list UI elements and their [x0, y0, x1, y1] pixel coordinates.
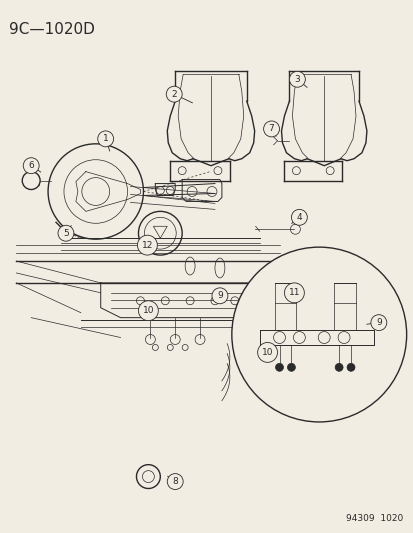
- Circle shape: [138, 301, 158, 321]
- Text: 7: 7: [268, 124, 274, 133]
- Circle shape: [370, 314, 386, 330]
- Circle shape: [97, 131, 113, 147]
- Circle shape: [211, 288, 227, 304]
- Circle shape: [22, 172, 40, 190]
- Text: 2: 2: [171, 90, 177, 99]
- Circle shape: [275, 364, 283, 372]
- Circle shape: [137, 235, 157, 255]
- Circle shape: [289, 71, 305, 87]
- Text: 4: 4: [296, 213, 301, 222]
- Text: 11: 11: [288, 288, 299, 297]
- Text: 10: 10: [261, 348, 273, 357]
- Circle shape: [291, 209, 306, 225]
- Text: 6: 6: [28, 161, 34, 170]
- Circle shape: [23, 158, 39, 174]
- Text: 5: 5: [63, 229, 69, 238]
- Circle shape: [284, 283, 304, 303]
- Circle shape: [287, 364, 295, 372]
- Circle shape: [231, 247, 406, 422]
- Text: 94309  1020: 94309 1020: [346, 514, 403, 523]
- Text: 1: 1: [102, 134, 108, 143]
- Circle shape: [263, 121, 279, 137]
- Text: 3: 3: [294, 75, 299, 84]
- Text: 10: 10: [142, 306, 154, 315]
- Text: 9C—1020D: 9C—1020D: [9, 22, 95, 37]
- Circle shape: [58, 225, 74, 241]
- Circle shape: [346, 364, 354, 372]
- Text: 9: 9: [216, 292, 222, 300]
- Text: 8: 8: [172, 477, 178, 486]
- Circle shape: [335, 364, 342, 372]
- Text: 12: 12: [141, 240, 153, 249]
- Circle shape: [166, 86, 182, 102]
- Circle shape: [167, 474, 183, 489]
- Circle shape: [257, 343, 277, 362]
- Text: 9: 9: [375, 318, 381, 327]
